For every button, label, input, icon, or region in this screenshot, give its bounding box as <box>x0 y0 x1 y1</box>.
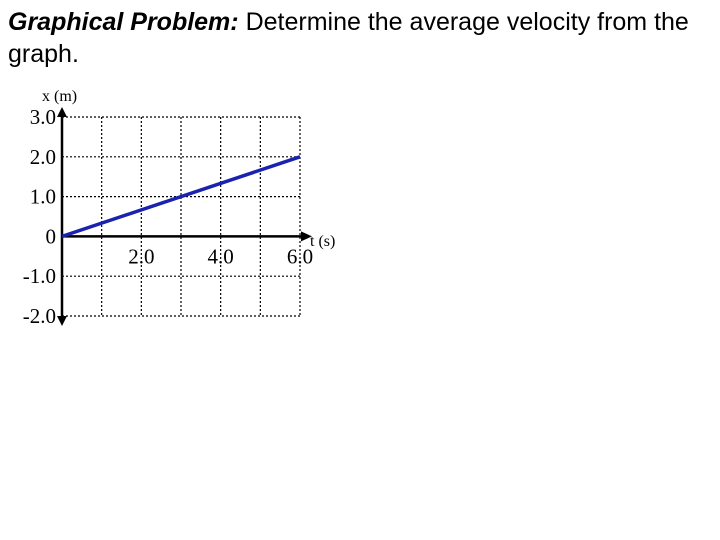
problem-heading: Graphical Problem: <box>8 8 239 36</box>
y-tick-label: 2.0 <box>30 145 56 169</box>
y-axis-arrow-up <box>57 107 67 117</box>
y-axis-label: x (m) <box>42 88 77 105</box>
x-axis-arrow <box>301 231 312 242</box>
x-tick-label: 4.0 <box>208 244 234 268</box>
chart-grid <box>62 116 301 317</box>
chart-series <box>61 155 301 239</box>
problem-text: Determine the average velocity from the … <box>8 8 689 68</box>
chart-tick-labels: 3.0 2.0 1.0 0 -1.0 -2.0 2.0 4.0 6.0 <box>23 105 313 328</box>
y-tick-label: -1.0 <box>23 264 56 288</box>
series-line <box>61 155 301 239</box>
y-tick-label: 0 <box>46 224 57 248</box>
y-axis-arrow-down <box>57 316 67 326</box>
x-axis-label: t (s) <box>310 233 335 250</box>
problem-statement: Graphical Problem: Determine the average… <box>8 6 708 70</box>
y-tick-label: 1.0 <box>30 185 56 209</box>
x-tick-label: 2.0 <box>128 244 154 268</box>
chart-axes <box>57 107 312 326</box>
x-tick-label: 6.0 <box>287 244 313 268</box>
y-tick-label: 3.0 <box>30 105 56 129</box>
y-tick-label: -2.0 <box>23 304 56 328</box>
